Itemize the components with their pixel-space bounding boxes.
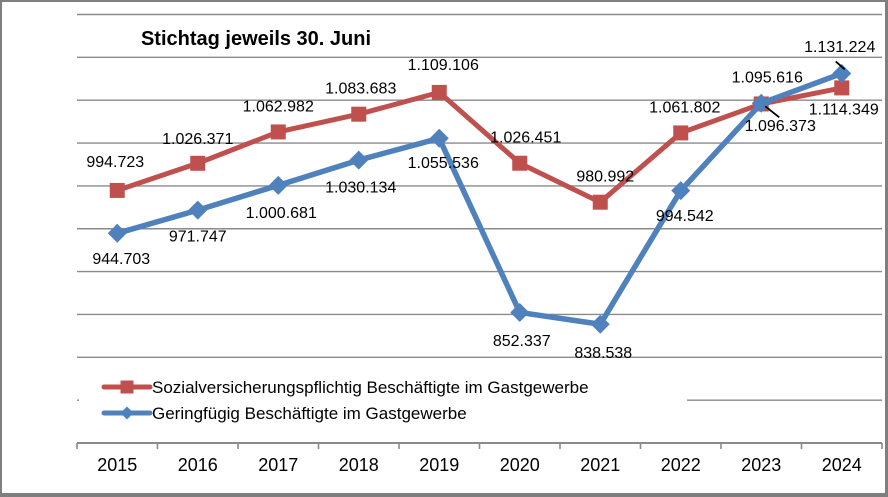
marker-sozialversicherungspflichtig-2017 xyxy=(270,124,286,140)
data-label-sozialversicherungspflichtig-2023: 1.095.616 xyxy=(732,69,803,86)
data-label-geringfuegig-2017: 1.000.681 xyxy=(246,205,317,222)
marker-geringfuegig-2016 xyxy=(188,200,208,220)
marker-geringfuegig-2020 xyxy=(510,302,530,322)
legend-square-marker-icon xyxy=(120,380,134,394)
data-label-sozialversicherungspflichtig-2016: 1.026.371 xyxy=(162,131,233,148)
marker-geringfuegig-2021 xyxy=(590,314,610,334)
marker-geringfuegig-2022 xyxy=(671,181,691,201)
x-axis-label-2017: 2017 xyxy=(258,455,298,475)
data-labels-layer: 994.723 1.026.371 1.062.982 1.083.683 1.109.… xyxy=(86,39,879,362)
legend-label-sozialversicherungspflichtig: Sozialversicherungspflichtig Beschäftigt… xyxy=(152,378,589,397)
data-label-geringfuegig-2022: 994.542 xyxy=(656,208,714,225)
data-label-sozialversicherungspflichtig-2019: 1.109.106 xyxy=(408,57,479,74)
marker-geringfuegig-2015 xyxy=(107,223,127,243)
data-label-sozialversicherungspflichtig-2024: 1.114.349 xyxy=(809,101,879,118)
x-axis-label-2016: 2016 xyxy=(178,455,218,475)
legend-background xyxy=(79,366,687,432)
data-label-geringfuegig-2020: 852.337 xyxy=(493,333,551,350)
x-axis-label-2020: 2020 xyxy=(500,455,540,475)
data-label-geringfuegig-2018: 1.030.134 xyxy=(325,180,396,197)
x-axis-label-2024: 2024 xyxy=(822,455,862,475)
marker-geringfuegig-2024 xyxy=(832,63,852,83)
marker-sozialversicherungspflichtig-2022 xyxy=(673,125,689,141)
marker-geringfuegig-2017 xyxy=(268,175,288,195)
data-label-sozialversicherungspflichtig-2020: 1.026.451 xyxy=(490,130,561,147)
data-label-geringfuegig-2015: 944.703 xyxy=(92,251,150,268)
data-label-sozialversicherungspflichtig-2018: 1.083.683 xyxy=(325,81,396,98)
leader-line-geringfuegig-2024 xyxy=(835,60,846,71)
legend-label-geringfuegig: Geringfügig Beschäftigte im Gastgewerbe xyxy=(152,404,467,423)
series-layer xyxy=(107,63,852,334)
data-label-geringfuegig-2021: 838.538 xyxy=(574,345,632,362)
data-label-sozialversicherungspflichtig-2022: 1.061.802 xyxy=(649,99,720,116)
x-axis-label-2021: 2021 xyxy=(580,455,620,475)
x-axis-label-2023: 2023 xyxy=(741,455,781,475)
leader-line-geringfuegig-2023 xyxy=(764,105,780,119)
marker-sozialversicherungspflichtig-2016 xyxy=(190,155,206,171)
marker-sozialversicherungspflichtig-2015 xyxy=(109,182,125,198)
x-axis-label-2019: 2019 xyxy=(419,455,459,475)
x-axis-label-2015: 2015 xyxy=(97,455,137,475)
marker-sozialversicherungspflichtig-2024 xyxy=(834,80,850,96)
data-label-sozialversicherungspflichtig-2017: 1.062.982 xyxy=(243,98,314,115)
marker-sozialversicherungspflichtig-2020 xyxy=(512,155,528,171)
data-label-sozialversicherungspflichtig-2015: 994.723 xyxy=(86,154,144,171)
data-label-geringfuegig-2023: 1.096.373 xyxy=(745,118,816,135)
data-label-geringfuegig-2024: 1.131.224 xyxy=(804,39,875,56)
data-label-geringfuegig-2019: 1.055.536 xyxy=(408,155,479,172)
marker-sozialversicherungspflichtig-2021 xyxy=(592,194,608,210)
marker-geringfuegig-2018 xyxy=(349,150,369,170)
series-line-sozialversicherungspflichtig xyxy=(114,85,845,205)
legend-item-geringfuegig: Geringfügig Beschäftigte im Gastgewerbe xyxy=(101,404,467,423)
data-label-geringfuegig-2016: 971.747 xyxy=(169,229,227,246)
x-axis-layer: 2015 2016 2017 2018 2019 2020 2021 2022 2023 2024 xyxy=(76,442,883,475)
x-axis-label-2018: 2018 xyxy=(339,455,379,475)
legend: Sozialversicherungspflichtig Beschäftigt… xyxy=(79,366,687,432)
chart-title: Stichtag jeweils 30. Juni xyxy=(141,28,371,50)
data-label-sozialversicherungspflichtig-2021: 980.992 xyxy=(576,169,634,186)
marker-sozialversicherungspflichtig-2019 xyxy=(431,84,447,100)
series-line-geringfuegig xyxy=(114,70,845,328)
marker-sozialversicherungspflichtig-2018 xyxy=(351,106,367,122)
x-axis-label-2022: 2022 xyxy=(661,455,701,475)
legend-diamond-marker-icon xyxy=(120,406,134,420)
legend-item-sozialversicherungspflichtig: Sozialversicherungspflichtig Beschäftigt… xyxy=(101,378,589,397)
marker-geringfuegig-2019 xyxy=(429,128,449,148)
marker-geringfuegig-2023 xyxy=(751,93,771,113)
